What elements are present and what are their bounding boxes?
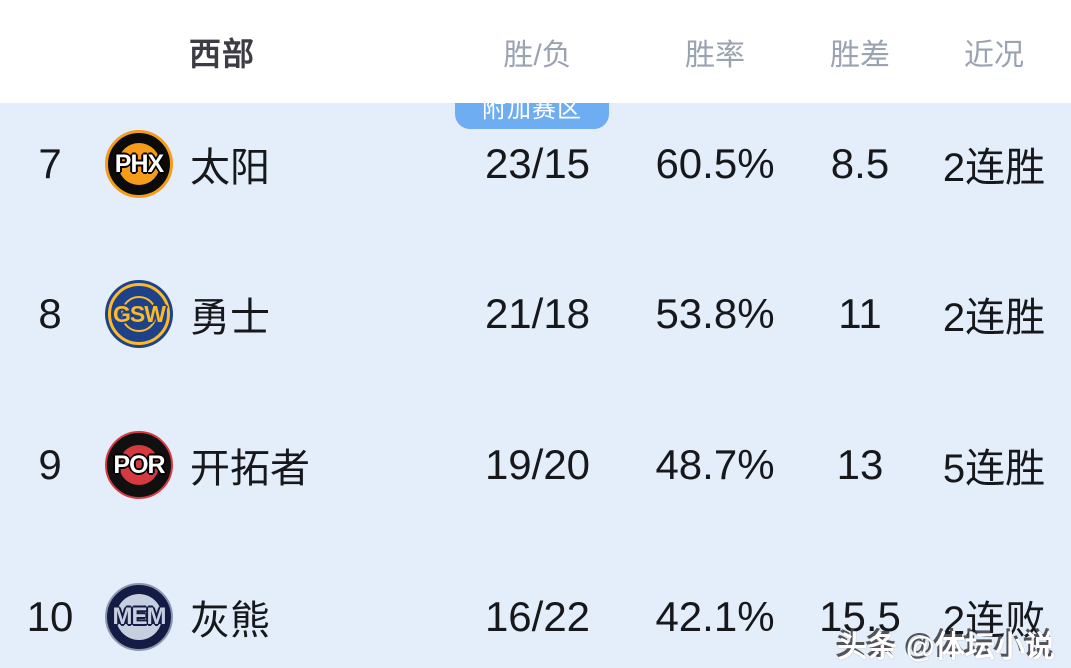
rank-number: 9: [38, 441, 62, 488]
recent-streak-value: 5连胜: [942, 447, 1046, 491]
winpct-value: 53.8%: [655, 290, 775, 337]
standings-background: [0, 103, 1071, 668]
winloss-value: 16/22: [484, 593, 591, 640]
team-cell: PHX 太阳: [100, 130, 430, 198]
winloss-value: 23/15: [484, 140, 591, 187]
team-name: 开拓者: [190, 447, 310, 491]
grizzlies-logo-icon: MEM: [105, 583, 173, 651]
logo-abbr: GSW: [113, 300, 166, 327]
column-header-recent: 近况: [964, 38, 1024, 72]
recent-streak-value: 2连胜: [942, 146, 1046, 190]
gamesbehind-value: 13: [836, 441, 884, 488]
warriors-logo-icon: GSW: [105, 280, 173, 348]
recent-streak-value: 2连败: [942, 599, 1046, 643]
team-name: 勇士: [190, 296, 270, 340]
standings-row-blazers[interactable]: 9 POR 开拓者 19/20 48.7% 13 5连胜: [0, 390, 1071, 540]
standings-row-suns[interactable]: 7 PHX 太阳 23/15 60.5% 8.5 2连胜: [0, 89, 1071, 239]
winpct-value: 60.5%: [655, 140, 775, 187]
logo-inner-circle: [116, 594, 162, 640]
watermark-text: 头条 @体坛小说: [837, 631, 1055, 664]
team-cell: MEM 灰熊: [100, 583, 430, 651]
gamesbehind-value: 15.5: [819, 593, 901, 640]
column-header-winloss: 胜/负: [503, 38, 572, 72]
conference-title: 西部: [189, 35, 256, 72]
rank-number: 8: [38, 290, 62, 337]
logo-abbr: MEM: [112, 603, 167, 630]
team-name: 太阳: [190, 146, 270, 190]
logo-inner-ring: [121, 296, 157, 332]
winloss-value: 21/18: [484, 290, 591, 337]
winpct-value: 42.1%: [655, 593, 775, 640]
gamesbehind-value: 11: [838, 290, 882, 337]
winloss-value: 19/20: [484, 441, 591, 488]
logo-outer-ring: [108, 283, 170, 345]
winpct-value: 48.7%: [655, 441, 775, 488]
recent-streak-value: 2连胜: [942, 296, 1046, 340]
logo-abbr: PHX: [114, 149, 164, 178]
logo-abbr: POR: [113, 450, 165, 479]
gamesbehind-value: 8.5: [830, 140, 890, 187]
logo-inner-circle: [118, 143, 160, 185]
standings-row-grizzlies[interactable]: 10 MEM 灰熊 16/22 42.1% 15.5 2连败: [0, 542, 1071, 668]
logo-inner-circle: [119, 445, 159, 485]
team-name: 灰熊: [190, 599, 270, 643]
blazers-logo-icon: POR: [105, 431, 173, 499]
rank-number: 7: [38, 140, 62, 187]
standings-header: 西部 胜/负 胜率 胜差 近况: [0, 0, 1071, 103]
standings-row-warriors[interactable]: 8 GSW 勇士 21/18 53.8% 11 2连胜: [0, 239, 1071, 389]
column-header-gamesbehind: 胜差: [830, 38, 890, 72]
suns-logo-icon: PHX: [105, 130, 173, 198]
column-header-winpct: 胜率: [685, 38, 745, 72]
rank-number: 10: [26, 593, 74, 640]
team-cell: POR 开拓者: [100, 431, 430, 499]
team-cell: GSW 勇士: [100, 280, 430, 348]
